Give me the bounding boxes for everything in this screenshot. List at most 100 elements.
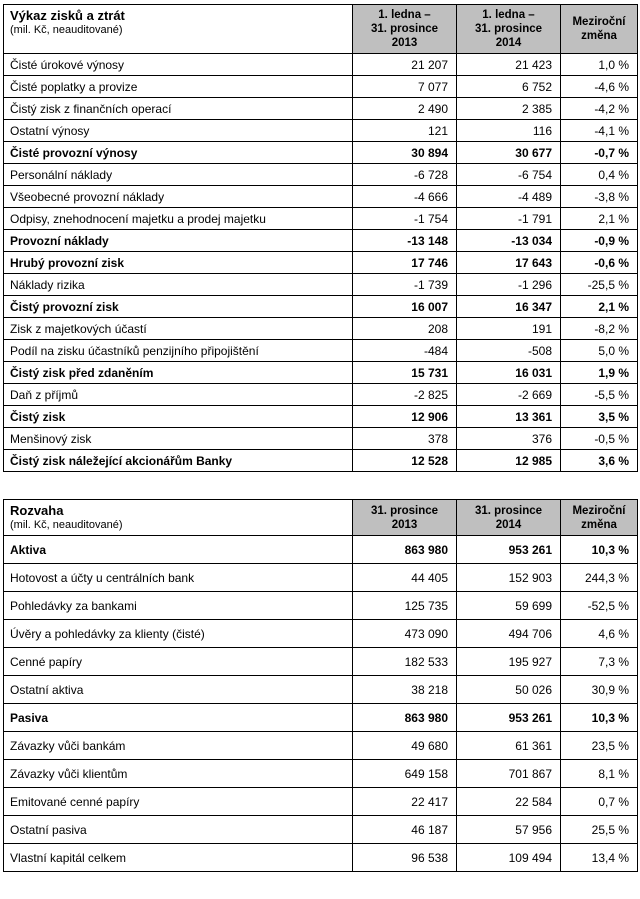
- change-value: 1,0 %: [560, 53, 638, 77]
- change-value: 3,5 %: [560, 405, 638, 429]
- value-2013: 49 680: [352, 731, 457, 761]
- change-value: 30,9 %: [560, 675, 638, 705]
- value-2014: 494 706: [456, 619, 561, 649]
- change-value: 23,5 %: [560, 731, 638, 761]
- value-2013: 96 538: [352, 843, 457, 873]
- table-row: Cenné papíry 182 533 195 927 7,3 %: [3, 647, 638, 677]
- row-label: Ostatní aktiva: [3, 675, 353, 705]
- value-2014: -6 754: [456, 163, 561, 187]
- row-label: Ostatní výnosy: [3, 119, 353, 143]
- value-2013: -2 825: [352, 383, 457, 407]
- table-row: Pohledávky za bankami 125 735 59 699 -52,5 …: [3, 591, 638, 621]
- row-label: Čistý provozní zisk: [3, 295, 353, 319]
- change-value: -4,6 %: [560, 75, 638, 99]
- table-row: Čisté poplatky a provize 7 077 6 752 -4,6 %: [3, 75, 638, 99]
- value-2014: -4 489: [456, 185, 561, 209]
- table-row: Emitované cenné papíry 22 417 22 584 0,7 %: [3, 787, 638, 817]
- value-2013: 208: [352, 317, 457, 341]
- row-label: Odpisy, znehodnocení majetku a prodej ma…: [3, 207, 353, 231]
- balance-sheet-table: Rozvaha (mil. Kč, neauditované) 31. prosin…: [3, 499, 638, 873]
- table-row: Čistý zisk 12 906 13 361 3,5 %: [3, 405, 638, 429]
- table-row: Provozní náklady -13 148 -13 034 -0,9 %: [3, 229, 638, 253]
- change-value: 0,4 %: [560, 163, 638, 187]
- row-label: Podíl na zisku účastníků penzijního přip…: [3, 339, 353, 363]
- value-2014: 6 752: [456, 75, 561, 99]
- value-2014: -2 669: [456, 383, 561, 407]
- change-value: -52,5 %: [560, 591, 638, 621]
- change-value: -0,9 %: [560, 229, 638, 253]
- value-2014: 57 956: [456, 815, 561, 845]
- table-row: Vlastní kapitál celkem 96 538 109 494 13,4 …: [3, 843, 638, 873]
- value-2014: -508: [456, 339, 561, 363]
- value-2013: 473 090: [352, 619, 457, 649]
- row-label: Aktiva: [3, 535, 353, 565]
- table-row: Menšinový zisk 378 376 -0,5 %: [3, 427, 638, 451]
- value-2014: 152 903: [456, 563, 561, 593]
- financial-report-page: Výkaz zisků a ztrát (mil. Kč, neauditovan…: [3, 3, 638, 873]
- table-row: Čisté úrokové výnosy 21 207 21 423 1,0 %: [3, 53, 638, 77]
- row-label: Čisté provozní výnosy: [3, 141, 353, 165]
- value-2013: -1 739: [352, 273, 457, 297]
- table-title: Výkaz zisků a ztrát: [10, 8, 125, 23]
- change-value: 7,3 %: [560, 647, 638, 677]
- table-row: Úvěry a pohledávky za klienty (čisté) 473…: [3, 619, 638, 649]
- table-row: Náklady rizika -1 739 -1 296 -25,5 %: [3, 273, 638, 297]
- value-2014: 116: [456, 119, 561, 143]
- row-label: Personální náklady: [3, 163, 353, 187]
- change-value: -0,7 %: [560, 141, 638, 165]
- row-label: Závazky vůči klientům: [3, 759, 353, 789]
- change-value: 25,5 %: [560, 815, 638, 845]
- change-value: 0,7 %: [560, 787, 638, 817]
- table-subtitle: (mil. Kč, neauditované): [10, 519, 123, 532]
- value-2014: 13 361: [456, 405, 561, 429]
- row-label: Emitované cenné papíry: [3, 787, 353, 817]
- value-2013: -484: [352, 339, 457, 363]
- table-row: Personální náklady -6 728 -6 754 0,4 %: [3, 163, 638, 187]
- change-value: 1,9 %: [560, 361, 638, 385]
- change-value: 8,1 %: [560, 759, 638, 789]
- table-row: Aktiva 863 980 953 261 10,3 %: [3, 535, 638, 565]
- row-label: Úvěry a pohledávky za klienty (čisté): [3, 619, 353, 649]
- change-value: -8,2 %: [560, 317, 638, 341]
- value-2014: 61 361: [456, 731, 561, 761]
- change-value: -5,5 %: [560, 383, 638, 407]
- row-label: Všeobecné provozní náklady: [3, 185, 353, 209]
- value-2014: 2 385: [456, 97, 561, 121]
- row-label: Čistý zisk před zdaněním: [3, 361, 353, 385]
- change-value: 244,3 %: [560, 563, 638, 593]
- change-value: 3,6 %: [560, 449, 638, 473]
- table-row: Ostatní výnosy 121 116 -4,1 %: [3, 119, 638, 143]
- column-header: 31. prosince 2014: [456, 499, 561, 537]
- value-2013: 863 980: [352, 703, 457, 733]
- value-2013: 7 077: [352, 75, 457, 99]
- value-2013: -6 728: [352, 163, 457, 187]
- table-row: Daň z příjmů -2 825 -2 669 -5,5 %: [3, 383, 638, 407]
- value-2014: 59 699: [456, 591, 561, 621]
- value-2013: 378: [352, 427, 457, 451]
- value-2013: 182 533: [352, 647, 457, 677]
- value-2013: 38 218: [352, 675, 457, 705]
- table-subtitle: (mil. Kč, neauditované): [10, 24, 123, 37]
- table-row: Čisté provozní výnosy 30 894 30 677 -0,7 %: [3, 141, 638, 165]
- table-title-cell: Výkaz zisků a ztrát (mil. Kč, neauditovan…: [3, 3, 353, 55]
- table-row: Všeobecné provozní náklady -4 666 -4 489 -3…: [3, 185, 638, 209]
- value-2014: 195 927: [456, 647, 561, 677]
- value-2013: 22 417: [352, 787, 457, 817]
- value-2013: 17 746: [352, 251, 457, 275]
- value-2014: -13 034: [456, 229, 561, 253]
- row-label: Ostatní pasiva: [3, 815, 353, 845]
- table-row: Hrubý provozní zisk 17 746 17 643 -0,6 %: [3, 251, 638, 275]
- value-2014: 16 031: [456, 361, 561, 385]
- value-2013: 12 528: [352, 449, 457, 473]
- value-2014: 50 026: [456, 675, 561, 705]
- value-2014: 30 677: [456, 141, 561, 165]
- change-value: -25,5 %: [560, 273, 638, 297]
- table-row: Závazky vůči bankám 49 680 61 361 23,5 %: [3, 731, 638, 761]
- value-2013: 12 906: [352, 405, 457, 429]
- value-2013: -1 754: [352, 207, 457, 231]
- row-label: Čistý zisk náležející akcionářům Banky: [3, 449, 353, 473]
- row-label: Provozní náklady: [3, 229, 353, 253]
- table-row: Odpisy, znehodnocení majetku a prodej ma…: [3, 207, 638, 231]
- table-row: Závazky vůči klientům 649 158 701 867 8,1 %: [3, 759, 638, 789]
- header-row: Rozvaha (mil. Kč, neauditované) 31. prosin…: [3, 499, 638, 537]
